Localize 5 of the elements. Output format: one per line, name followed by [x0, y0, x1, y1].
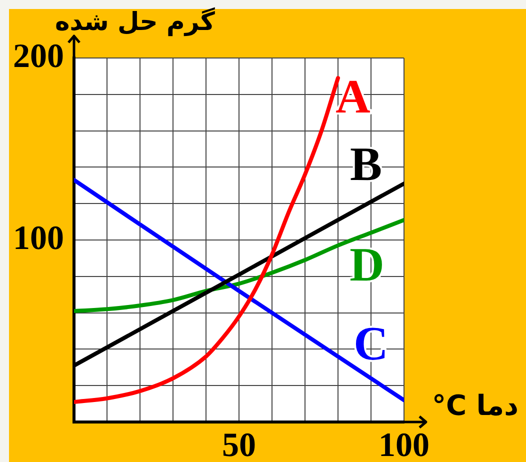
y-tick-label: 200 [13, 38, 64, 75]
x-axis-title: °C دما [432, 389, 519, 422]
x-tick-label: 50 [222, 427, 256, 462]
y-axis-title: گرم حل شده [55, 7, 215, 36]
line-series [74, 218, 404, 313]
